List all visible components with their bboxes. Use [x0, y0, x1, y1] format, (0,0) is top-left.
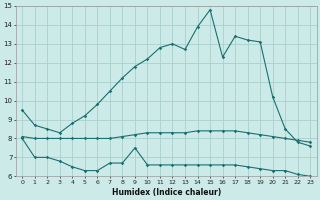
X-axis label: Humidex (Indice chaleur): Humidex (Indice chaleur) — [112, 188, 221, 197]
